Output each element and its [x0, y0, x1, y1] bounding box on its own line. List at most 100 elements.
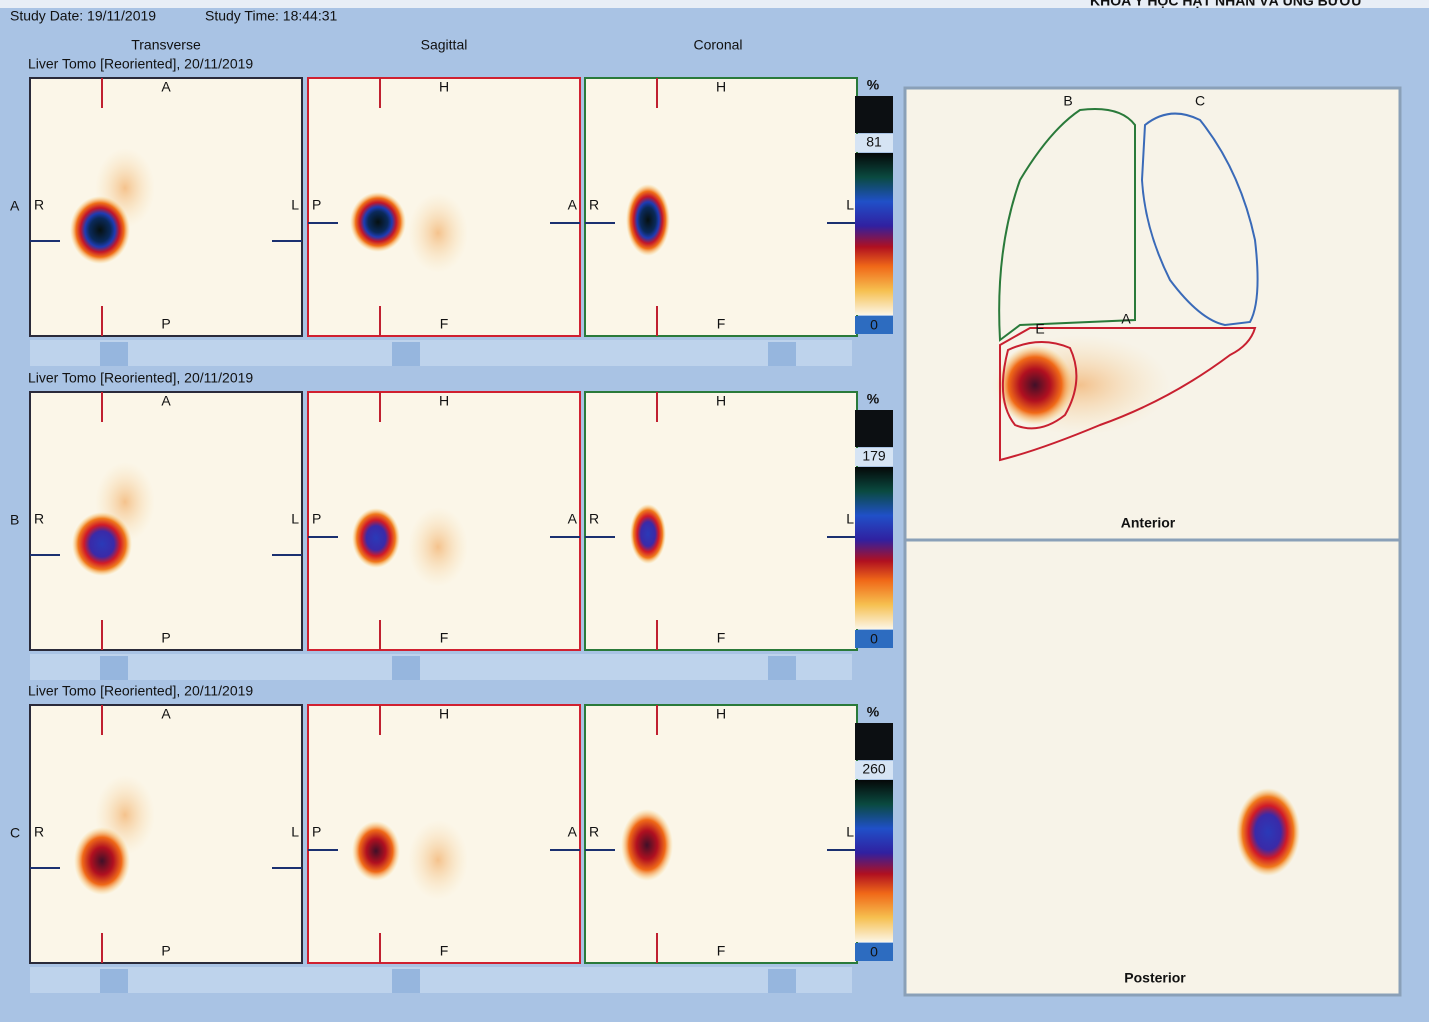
image-panel [307, 77, 581, 337]
scale-min: 0 [870, 944, 878, 960]
orientation-label: H [716, 393, 726, 409]
orientation-label: R [589, 197, 599, 213]
uptake-spot [621, 809, 673, 881]
scale-unit: % [867, 77, 880, 93]
slider-thumb [768, 656, 796, 680]
orientation-label: H [439, 393, 449, 409]
study-date: Study Date: 19/11/2019 [10, 8, 156, 24]
orientation-label: A [161, 706, 171, 722]
roi-outline [1140, 112, 1259, 327]
scale-max-box [855, 448, 893, 466]
image-panel [584, 391, 858, 651]
slider-thumb [392, 656, 420, 680]
faint-uptake [408, 193, 468, 273]
scale-max: 179 [862, 448, 886, 464]
column-header: Sagittal [421, 37, 468, 53]
scale-min-box [855, 943, 893, 961]
scale-top [855, 410, 893, 447]
orientation-label: H [439, 706, 449, 722]
view-label: Anterior [1121, 515, 1176, 531]
scale-unit: % [867, 391, 880, 407]
orientation-label: F [717, 316, 726, 332]
orientation-label: P [312, 511, 321, 527]
row-title: Liver Tomo [Reoriented], 20/11/2019 [28, 56, 253, 72]
color-scale [855, 467, 893, 629]
scale-min-box [855, 316, 893, 334]
slider-thumb [392, 969, 420, 993]
posterior-panel [903, 538, 1402, 997]
orientation-label: L [846, 824, 854, 840]
color-scale [855, 780, 893, 942]
roi-outline [998, 108, 1136, 342]
scale-top [855, 96, 893, 133]
orientation-label: A [161, 393, 171, 409]
orientation-label: F [440, 943, 449, 959]
uptake-spot [997, 345, 1073, 425]
orientation-label: H [439, 79, 449, 95]
orientation-label: L [291, 511, 299, 527]
slider-strip [30, 967, 852, 993]
scale-min: 0 [870, 631, 878, 647]
orientation-label: A [568, 511, 578, 527]
orientation-label: F [717, 943, 726, 959]
orientation-label: A [568, 197, 578, 213]
scale-min: 0 [870, 317, 878, 333]
faint-uptake [408, 820, 468, 900]
orientation-label: R [34, 197, 44, 213]
roi-label: C [1195, 93, 1205, 109]
image-panel [29, 704, 303, 964]
orientation-label: P [312, 824, 321, 840]
color-scale [855, 153, 893, 315]
scale-max-box [855, 134, 893, 152]
orientation-label: H [716, 79, 726, 95]
faint-uptake [408, 507, 468, 587]
slider-thumb [768, 969, 796, 993]
view-label: Posterior [1124, 970, 1186, 986]
roi-label: B [1063, 93, 1072, 109]
scale-min-box [855, 630, 893, 648]
scale-max-box [855, 761, 893, 779]
uptake-spot [1236, 788, 1300, 876]
row-label: C [10, 825, 20, 841]
study-time: Study Time: 18:44:31 [205, 8, 338, 24]
roi-label: A [1121, 311, 1131, 327]
orientation-label: P [161, 943, 170, 959]
uptake-spot [352, 821, 400, 881]
slider-thumb [100, 656, 128, 680]
slider-thumb [100, 342, 128, 366]
orientation-label: L [291, 824, 299, 840]
orientation-label: R [589, 824, 599, 840]
uptake-spot [630, 504, 666, 564]
slider-strip [30, 654, 852, 680]
orientation-label: L [291, 197, 299, 213]
image-panel [29, 391, 303, 651]
uptake-spot [352, 508, 400, 568]
orientation-label: P [161, 630, 170, 646]
orientation-label: R [589, 511, 599, 527]
uptake-spot [72, 512, 132, 576]
department: KHOA Y HỌC HẠT NHÂN VÀ UNG BƯỚU [1090, 0, 1361, 9]
scale-max: 81 [866, 134, 882, 150]
orientation-label: R [34, 824, 44, 840]
slider-thumb [392, 342, 420, 366]
column-header: Coronal [693, 37, 742, 53]
slider-thumb [100, 969, 128, 993]
orientation-label: F [440, 316, 449, 332]
orientation-label: F [440, 630, 449, 646]
row-label: A [10, 198, 20, 214]
orientation-label: A [568, 824, 578, 840]
slider-strip [30, 340, 852, 366]
uptake-spot [70, 196, 130, 264]
anterior-panel [903, 86, 1402, 542]
roi-outline [1001, 340, 1078, 430]
row-title: Liver Tomo [Reoriented], 20/11/2019 [28, 683, 253, 699]
uptake-spot [74, 827, 130, 895]
orientation-label: P [312, 197, 321, 213]
roi-label: E [1035, 321, 1044, 337]
uptake-spot [626, 184, 670, 256]
scale-max: 260 [862, 761, 886, 777]
row-label: B [10, 512, 19, 528]
orientation-label: L [846, 511, 854, 527]
uptake-spot [350, 192, 406, 252]
